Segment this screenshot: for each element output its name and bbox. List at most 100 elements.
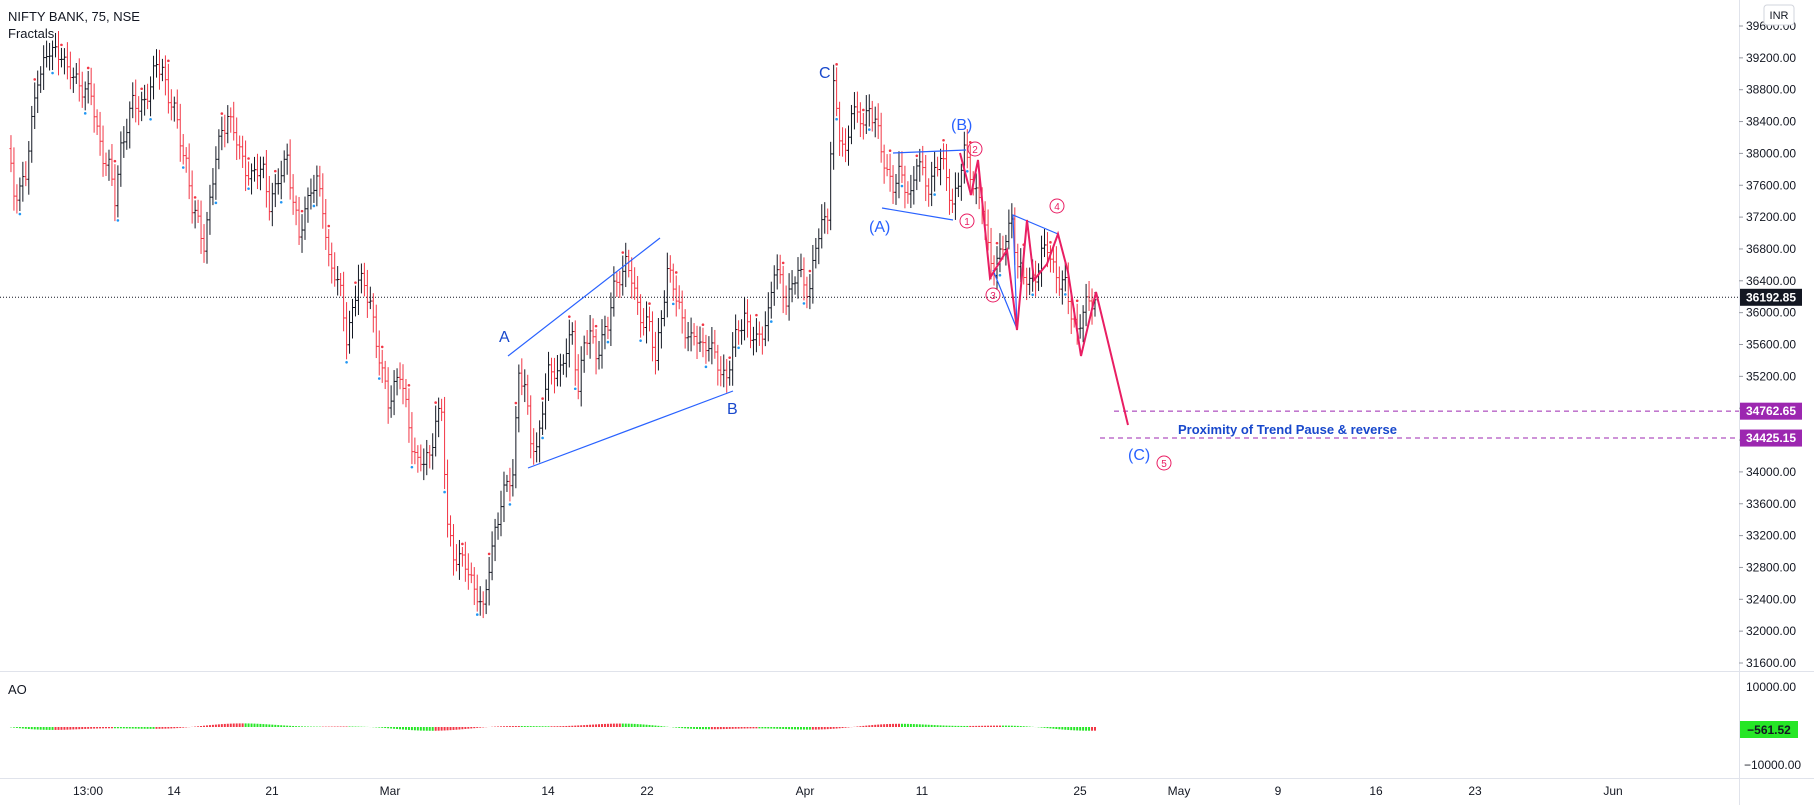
currency-badge[interactable] [1763, 4, 1795, 26]
candle [707, 336, 711, 362]
candle [564, 338, 568, 378]
candle [734, 314, 738, 357]
fractal-down-marker [671, 302, 675, 306]
time-tick-label: 9 [1275, 784, 1282, 798]
candle [582, 335, 586, 373]
candle [80, 71, 84, 108]
candle [737, 320, 741, 345]
candle [924, 155, 928, 202]
candle [113, 164, 117, 222]
candle [838, 101, 842, 156]
fractal-down-marker [214, 201, 218, 205]
candle [190, 170, 194, 224]
candle [137, 96, 141, 126]
candle [757, 321, 761, 346]
candle [443, 396, 447, 490]
candle [1040, 235, 1044, 287]
candle [294, 195, 298, 226]
candle [232, 101, 236, 141]
candle [627, 249, 631, 278]
candle [250, 163, 254, 195]
candle [380, 349, 384, 383]
fractal-down-marker [312, 204, 316, 208]
fractal-down-marker [83, 112, 87, 115]
candle [529, 395, 533, 459]
candle [39, 66, 43, 93]
fractal-markers [18, 43, 1079, 616]
candle [217, 129, 221, 170]
level-badge-lower: 34425.15 [1740, 429, 1802, 447]
candle [226, 105, 230, 144]
candle [169, 89, 173, 121]
svg-text:34762.65: 34762.65 [1746, 404, 1796, 418]
fractal-down-marker [769, 320, 773, 323]
candle [832, 64, 836, 170]
candle [475, 574, 479, 612]
candle [597, 341, 601, 370]
fractal-up-marker [862, 108, 865, 112]
candle [392, 370, 396, 416]
fractal-up-marker [220, 112, 224, 115]
candle [321, 173, 325, 229]
candle [731, 332, 735, 386]
fractal-up-marker [86, 66, 90, 70]
fractal-up-marker [888, 149, 892, 153]
candle [897, 151, 901, 199]
wave-label-sub-a: (A) [869, 219, 890, 236]
candle [538, 420, 542, 463]
candle [781, 265, 785, 314]
candle [1016, 243, 1020, 279]
candle [95, 109, 99, 136]
candle [1028, 267, 1032, 296]
candle [86, 70, 90, 104]
candle [743, 297, 747, 341]
candle [229, 107, 233, 133]
fractal-up-marker [1049, 241, 1052, 244]
candle [410, 412, 414, 465]
candle [956, 172, 960, 198]
candle [998, 233, 1002, 273]
candle [680, 290, 684, 334]
candle [686, 322, 690, 352]
candle [146, 83, 150, 110]
candle [814, 237, 818, 269]
time-tick-label: 25 [1073, 784, 1087, 798]
candle [965, 129, 969, 169]
price-tick-label: 32800.00 [1746, 560, 1796, 574]
fractal-down-marker [149, 117, 152, 121]
candle [51, 40, 55, 71]
candle [348, 310, 352, 354]
candle [751, 326, 755, 356]
fractal-down-marker [933, 193, 936, 196]
wave-label-c: C [819, 65, 831, 82]
candle [805, 276, 809, 309]
candle [205, 211, 209, 264]
candle [416, 445, 420, 473]
fractal-up-marker [247, 157, 250, 160]
candle [122, 126, 126, 158]
fractal-up-marker [995, 241, 999, 245]
candle [656, 317, 660, 371]
candle [695, 325, 699, 360]
candle [425, 439, 429, 476]
candle [918, 148, 922, 182]
candle [261, 156, 265, 179]
candle [1051, 245, 1055, 273]
candle [849, 104, 853, 145]
candle [618, 270, 622, 299]
candle [674, 275, 678, 317]
fractal-down-marker [541, 436, 544, 440]
candle [844, 128, 848, 163]
fractal-down-marker [116, 219, 120, 222]
candle [906, 181, 910, 204]
candle [291, 174, 295, 215]
candle [107, 149, 111, 181]
candle [835, 67, 839, 117]
candle [1019, 248, 1023, 283]
candle [642, 308, 646, 336]
candle [606, 316, 610, 340]
time-tick-label: 16 [1369, 784, 1383, 798]
candle [520, 358, 524, 396]
impulse-1-label: 1 [964, 217, 970, 228]
